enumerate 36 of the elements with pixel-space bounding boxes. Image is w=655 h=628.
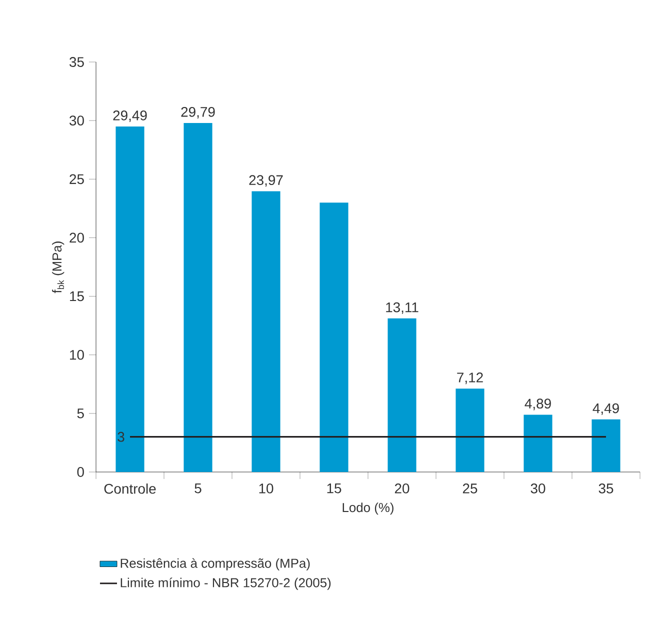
data-label: 7,12 <box>457 372 483 384</box>
x-tick-label: 35 <box>598 484 614 494</box>
y-axis-title: f$_{bk}$ (MPa) <box>52 242 64 294</box>
y-tick-label: 10 <box>70 350 84 360</box>
data-label: 4,49 <box>592 403 619 415</box>
x-tick-label: 30 <box>530 484 546 494</box>
data-label: 29,49 <box>113 110 147 122</box>
bar <box>252 191 280 472</box>
bar <box>524 414 552 472</box>
x-tick-label: 15 <box>327 484 342 494</box>
y-tick-label: 30 <box>70 116 84 126</box>
data-label: 23,97 <box>249 175 283 187</box>
x-tick-label: 10 <box>259 484 274 494</box>
bar <box>592 419 620 472</box>
x-axis-title: Lodo (%) <box>342 502 394 515</box>
data-label: 29,79 <box>181 106 215 119</box>
legend-label: Limite mínimo - NBR 15270-2 (2005) <box>120 578 331 590</box>
data-label: 13,11 <box>386 302 418 314</box>
y-tick-label: 5 <box>77 408 84 418</box>
bar <box>116 126 144 472</box>
data-label: 4,89 <box>524 398 551 410</box>
bar <box>456 388 484 472</box>
x-tick-label: 25 <box>462 484 478 494</box>
data-label: 3 <box>118 432 124 442</box>
x-tick-label: 20 <box>394 484 410 494</box>
y-tick-label: 15 <box>70 291 84 302</box>
bar <box>184 123 212 472</box>
y-tick-label: 20 <box>70 232 84 243</box>
y-tick-label: 0 <box>77 467 84 477</box>
x-tick-label: Controle <box>104 484 156 494</box>
bar <box>388 318 416 472</box>
y-tick-label: 35 <box>70 57 84 67</box>
y-tick-label: 25 <box>70 174 84 184</box>
bar <box>320 202 348 472</box>
legend-label: Resistência à compressão (MPa) <box>120 558 310 570</box>
x-tick-label: 5 <box>194 484 202 494</box>
